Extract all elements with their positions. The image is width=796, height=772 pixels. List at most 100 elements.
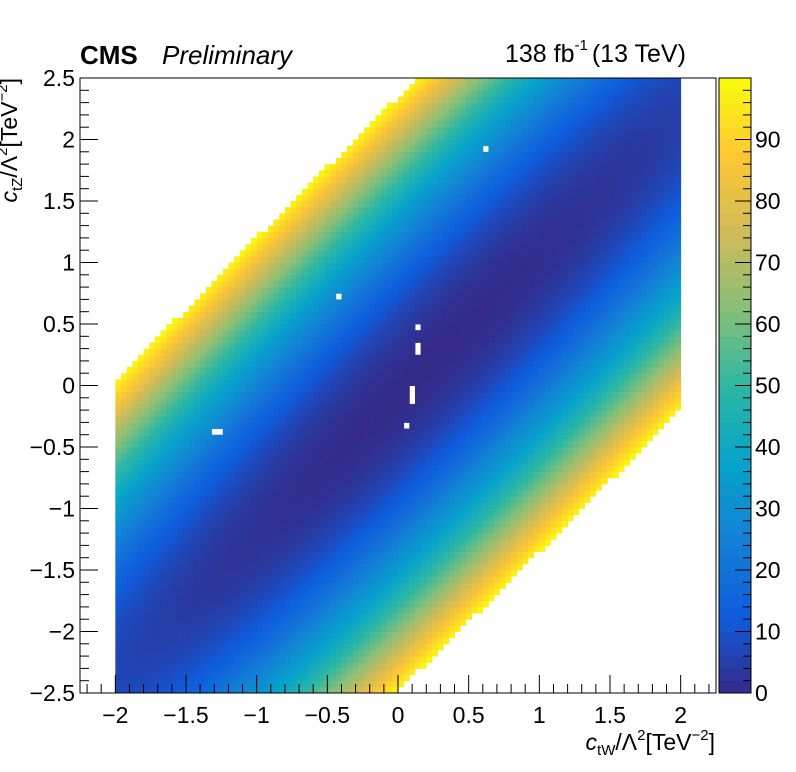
heatmap-cell: [386, 686, 393, 694]
heatmap-cell: [358, 619, 365, 626]
heatmap-cell: [267, 397, 275, 405]
heatmap-cell: [454, 90, 461, 97]
heatmap-cell: [403, 649, 410, 657]
heatmap-cell: [437, 520, 444, 528]
heatmap-cell: [471, 582, 478, 589]
heatmap-cell: [267, 656, 275, 663]
heatmap-cell: [330, 188, 337, 196]
heatmap-cell: [364, 330, 371, 337]
heatmap-cell: [347, 477, 354, 485]
heatmap-cell: [386, 121, 393, 128]
heatmap-cell: [369, 416, 376, 423]
heatmap-cell: [335, 656, 342, 663]
heatmap-cell: [420, 280, 427, 288]
heatmap-cell: [403, 262, 410, 270]
heatmap-cell: [307, 348, 314, 356]
heatmap-cell: [375, 613, 382, 620]
heatmap-cell: [307, 459, 314, 466]
heatmap-cell: [347, 619, 354, 626]
heatmap-cell: [143, 453, 150, 460]
heatmap-cell: [183, 570, 190, 577]
heatmap-cell: [290, 539, 297, 546]
heatmap-cell: [352, 668, 359, 675]
heatmap-cell: [381, 594, 388, 602]
heatmap-cell: [301, 631, 308, 639]
heatmap-cell: [414, 514, 422, 522]
heatmap-cell: [358, 471, 365, 479]
heatmap-cell: [313, 520, 320, 528]
heatmap-cell: [284, 293, 292, 300]
heatmap-cell: [279, 268, 286, 276]
heatmap-cell: [262, 557, 269, 565]
heatmap-cell: [358, 133, 365, 140]
heatmap-cell: [420, 133, 427, 140]
heatmap-cell: [166, 434, 173, 442]
heatmap-cell: [318, 293, 325, 300]
heatmap-cell: [273, 453, 280, 460]
heatmap-cell: [369, 213, 376, 220]
heatmap-cell: [284, 588, 292, 596]
heatmap-cell: [330, 225, 337, 233]
heatmap-cell: [273, 520, 280, 528]
heatmap-cell: [369, 188, 376, 196]
heatmap-cell: [471, 213, 478, 220]
heatmap-cell: [284, 342, 292, 350]
heatmap-cell: [239, 606, 246, 614]
heatmap-cell: [120, 668, 128, 675]
heatmap-cell: [386, 157, 393, 165]
heatmap-cell: [364, 367, 371, 374]
heatmap-cell: [222, 403, 229, 411]
heatmap-cell: [318, 299, 325, 306]
heatmap-cell: [301, 520, 308, 528]
heatmap-cell: [273, 643, 280, 651]
heatmap-cell: [448, 508, 455, 516]
heatmap-cell: [414, 471, 422, 479]
heatmap-cell: [279, 219, 286, 227]
heatmap-cell: [296, 594, 303, 602]
heatmap-cell: [194, 662, 201, 669]
heatmap-cell: [183, 360, 190, 368]
heatmap-cell: [358, 668, 365, 675]
heatmap-cell: [364, 686, 371, 694]
heatmap-cell: [375, 145, 382, 153]
heatmap-cell: [290, 674, 297, 682]
heatmap-cell: [273, 680, 280, 688]
heatmap-cell: [409, 434, 416, 442]
heatmap-cell: [296, 379, 303, 386]
heatmap-cell: [143, 428, 150, 436]
heatmap-cell: [398, 613, 405, 620]
heatmap-cell: [313, 385, 320, 393]
heatmap-cell: [471, 256, 478, 263]
heatmap-cell: [251, 354, 258, 362]
heatmap-cell: [183, 453, 190, 460]
heatmap-cell: [318, 342, 325, 350]
heatmap-cell: [330, 551, 337, 559]
heatmap-cell: [448, 410, 455, 417]
heatmap-cell: [414, 582, 422, 589]
heatmap-cell: [284, 477, 292, 485]
heatmap-cell: [443, 96, 450, 104]
heatmap-cell: [443, 182, 450, 190]
heatmap-cell: [392, 465, 399, 473]
heatmap-cell: [279, 213, 286, 220]
heatmap-cell: [381, 330, 388, 337]
heatmap-cell: [341, 643, 348, 651]
heatmap-cell: [386, 496, 393, 503]
heatmap-cell: [330, 207, 337, 214]
heatmap-cell: [239, 397, 246, 405]
heatmap-cell: [160, 428, 167, 436]
heatmap-cell: [431, 164, 439, 171]
heatmap-cell: [188, 582, 195, 589]
heatmap-cell: [403, 324, 410, 331]
heatmap-cell: [307, 373, 314, 380]
heatmap-cell: [177, 416, 184, 423]
heatmap-cell: [364, 176, 371, 183]
heatmap-cell: [267, 268, 275, 276]
heatmap-cell: [273, 336, 280, 343]
heatmap-cell: [120, 459, 128, 466]
heatmap-cell: [160, 422, 167, 429]
heatmap-cell: [301, 416, 308, 423]
heatmap-cell: [324, 600, 331, 608]
heatmap-cell: [239, 545, 246, 552]
heatmap-cell: [352, 164, 359, 171]
